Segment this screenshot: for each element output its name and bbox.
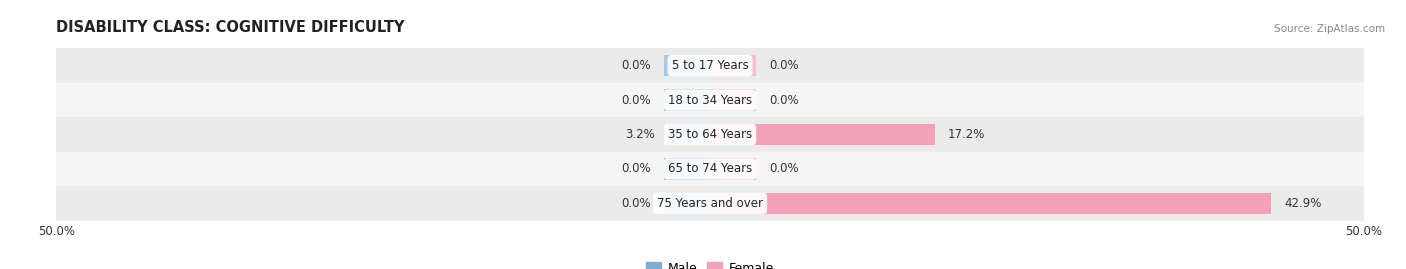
Bar: [56, 117, 1364, 152]
Text: 0.0%: 0.0%: [621, 59, 651, 72]
Text: Source: ZipAtlas.com: Source: ZipAtlas.com: [1274, 24, 1385, 34]
Text: 0.0%: 0.0%: [621, 162, 651, 175]
Bar: [664, 193, 710, 214]
Bar: [668, 124, 710, 145]
Text: 18 to 34 Years: 18 to 34 Years: [668, 94, 752, 107]
Text: 35 to 64 Years: 35 to 64 Years: [668, 128, 752, 141]
Bar: [56, 152, 1364, 186]
Text: 0.0%: 0.0%: [769, 94, 799, 107]
Text: 3.2%: 3.2%: [626, 128, 655, 141]
Bar: [664, 158, 710, 180]
Bar: [710, 124, 935, 145]
Text: 17.2%: 17.2%: [948, 128, 986, 141]
Text: 0.0%: 0.0%: [621, 197, 651, 210]
Text: 75 Years and over: 75 Years and over: [657, 197, 763, 210]
Bar: [56, 83, 1364, 117]
Text: 42.9%: 42.9%: [1284, 197, 1322, 210]
Text: 0.0%: 0.0%: [769, 162, 799, 175]
Text: 0.0%: 0.0%: [769, 59, 799, 72]
Bar: [664, 55, 710, 76]
Bar: [56, 186, 1364, 221]
Bar: [56, 48, 1364, 83]
Text: DISABILITY CLASS: COGNITIVE DIFFICULTY: DISABILITY CLASS: COGNITIVE DIFFICULTY: [56, 20, 405, 35]
Bar: [710, 158, 756, 180]
Text: 65 to 74 Years: 65 to 74 Years: [668, 162, 752, 175]
Bar: [664, 89, 710, 111]
Bar: [710, 89, 756, 111]
Text: 5 to 17 Years: 5 to 17 Years: [672, 59, 748, 72]
Bar: [710, 193, 1271, 214]
Legend: Male, Female: Male, Female: [641, 257, 779, 269]
Bar: [710, 55, 756, 76]
Text: 0.0%: 0.0%: [621, 94, 651, 107]
